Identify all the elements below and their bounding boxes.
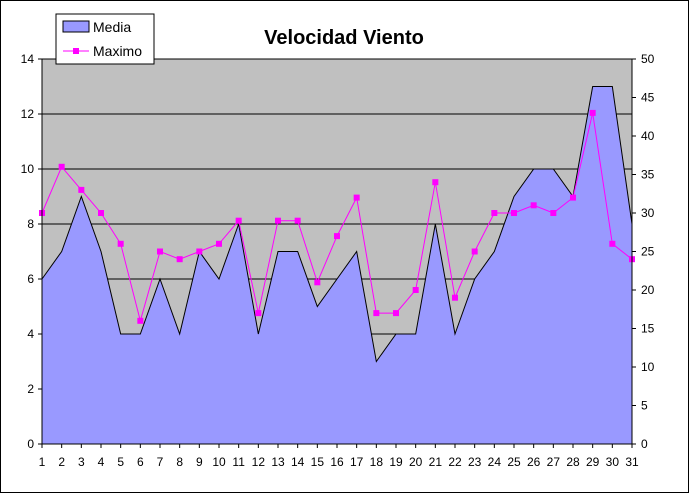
media-area-outline (41, 86, 633, 363)
x-tick-label: 28 (566, 455, 580, 469)
maximo-point (511, 210, 517, 216)
x-tick-label: 30 (606, 455, 620, 469)
right-axis-tick-labels: 0 5 10 15 20 25 30 35 40 45 50 (641, 52, 655, 451)
right-tick-label: 0 (641, 437, 648, 451)
x-tick-label: 24 (488, 455, 502, 469)
left-tick-label: 14 (21, 52, 35, 66)
maximo-point (294, 217, 301, 224)
x-tick-label: 23 (468, 455, 482, 469)
maximo-point (432, 179, 439, 186)
maximo-point (589, 109, 596, 116)
maximo-point (412, 287, 419, 293)
maximo-point (235, 217, 242, 224)
x-tick-label: 22 (448, 455, 462, 469)
right-tick-label: 15 (641, 322, 655, 336)
right-tick-label: 20 (641, 283, 655, 297)
x-tick-label: 15 (311, 455, 325, 469)
x-tick-label: 10 (212, 455, 226, 469)
maximo-point (176, 256, 183, 263)
x-tick-label: 13 (271, 455, 285, 469)
x-tick-label: 21 (429, 455, 443, 469)
legend-label-media: Media (93, 19, 131, 35)
x-axis-tick-labels: 1 2 3 4 5 6 7 8 9 10 11 12 13 14 15 16 17 18 19 20 21 22 23 24 2… (39, 455, 639, 469)
maximo-point (491, 210, 498, 216)
right-tick-label: 45 (641, 91, 655, 105)
x-tick-label: 16 (330, 455, 344, 469)
maximo-point (216, 240, 222, 247)
right-tick-label: 5 (641, 399, 648, 413)
x-tick-label: 3 (78, 455, 85, 469)
x-tick-label: 17 (350, 455, 364, 469)
x-tick-label: 4 (98, 455, 105, 469)
maximo-point (530, 202, 537, 209)
left-tick-label: 10 (21, 162, 35, 176)
maximo-point (393, 310, 399, 317)
left-tick-label: 12 (21, 107, 35, 121)
maximo-point (373, 310, 380, 317)
maximo-point (452, 294, 458, 301)
maximo-point (314, 279, 321, 286)
chart-title: Velocidad Viento (264, 27, 424, 49)
media-area (42, 86, 632, 444)
legend-swatch-media (62, 20, 90, 33)
right-tick-label: 40 (641, 129, 655, 143)
x-tick-label: 7 (157, 455, 164, 469)
legend-label-maximo: Maximo (93, 43, 142, 59)
right-tick-label: 10 (641, 360, 655, 374)
x-tick-label: 27 (547, 455, 561, 469)
maximo-point (78, 186, 85, 193)
maximo-point (58, 163, 65, 170)
maximo-point (334, 233, 340, 240)
legend: Media Maximo (55, 13, 155, 65)
maximo-point (570, 194, 576, 201)
maximo-point (98, 210, 104, 216)
maximo-point (275, 217, 281, 224)
x-tick-label: 6 (137, 455, 144, 469)
media-area-layer (41, 86, 633, 444)
left-tick-label: 6 (27, 272, 34, 286)
legend-marker-maximo (73, 48, 79, 54)
x-tick-label: 18 (370, 455, 384, 469)
x-tick-label: 11 (232, 455, 245, 469)
maximo-point (353, 194, 360, 201)
maximo-point (196, 248, 203, 255)
x-tick-label: 1 (39, 455, 46, 469)
x-tick-label: 9 (196, 455, 203, 469)
maximo-point (117, 240, 124, 247)
x-tick-label: 26 (527, 455, 541, 469)
maximo-point (550, 210, 557, 216)
right-tick-label: 35 (641, 168, 655, 182)
x-tick-label: 5 (117, 455, 124, 469)
x-tick-label: 25 (507, 455, 521, 469)
maximo-point (471, 248, 478, 255)
left-axis-tick-labels: 0 2 4 6 8 10 12 14 (21, 52, 35, 451)
x-tick-label: 29 (586, 455, 600, 469)
left-tick-label: 0 (27, 437, 34, 451)
right-tick-label: 50 (641, 52, 655, 66)
x-tick-label: 31 (625, 455, 639, 469)
maximo-point (609, 240, 616, 247)
left-tick-label: 2 (27, 382, 34, 396)
x-tick-label: 8 (176, 455, 183, 469)
maximo-point (137, 317, 144, 324)
x-tick-label: 14 (291, 455, 305, 469)
left-tick-label: 4 (27, 327, 34, 341)
left-tick-label: 8 (27, 217, 34, 231)
maximo-point (157, 248, 163, 255)
right-tick-label: 30 (641, 206, 655, 220)
maximo-point (255, 310, 262, 317)
x-tick-label: 19 (389, 455, 403, 469)
x-tick-label: 2 (58, 455, 65, 469)
x-tick-label: 12 (252, 455, 266, 469)
right-tick-label: 25 (641, 245, 655, 259)
x-tick-label: 20 (409, 455, 423, 469)
